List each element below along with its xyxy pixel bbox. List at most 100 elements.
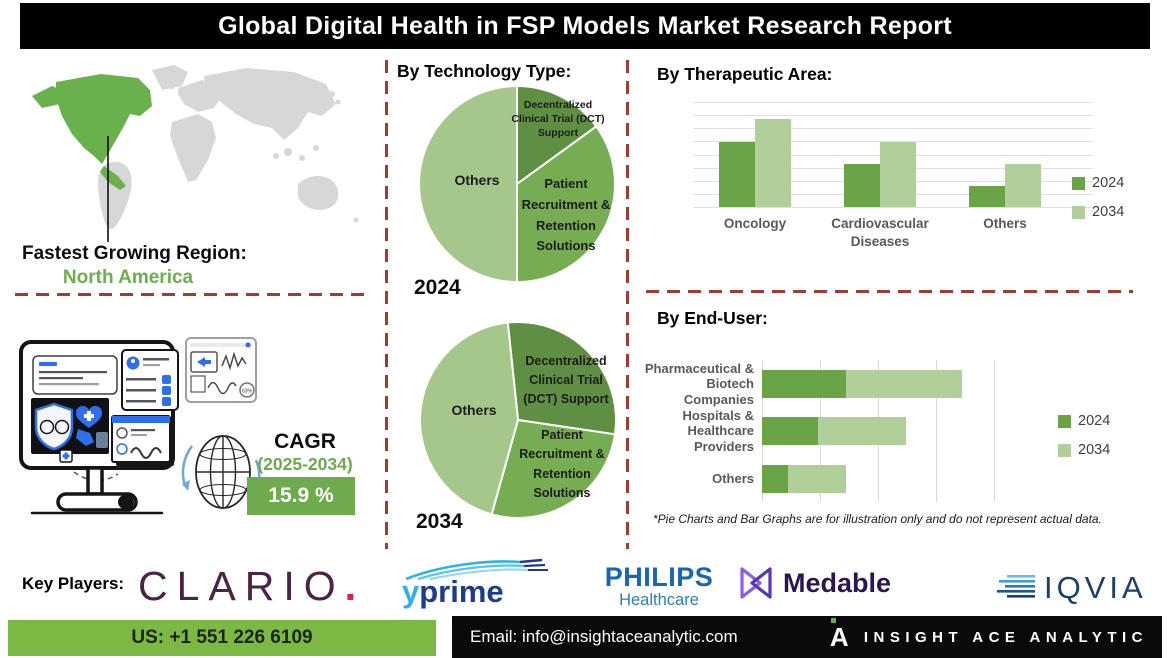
medable-wordmark: Medable xyxy=(783,567,892,598)
bar-segment-2024 xyxy=(762,417,818,445)
pie-2024-slice-label-patient: Patient Recruitment & Retention Solution… xyxy=(521,176,611,254)
bar-segment-2034 xyxy=(788,465,846,493)
medable-logo: Medable xyxy=(738,566,891,600)
section-heading-end-user: By End-User: xyxy=(657,308,768,328)
pie-slice xyxy=(506,321,617,436)
gridline xyxy=(693,207,1093,208)
gridline xyxy=(693,115,1093,117)
legend-item: 2024 xyxy=(1058,413,1110,429)
insight-ace-analytic-logo: A INSIGHT ACE ANALYTIC xyxy=(830,616,1148,658)
email-address: Email: info@insightaceanalytic.com xyxy=(470,627,738,646)
medable-mark-icon xyxy=(740,567,772,599)
pie-2034-slice-label-dct: Decentralized Clinical Trial (DCT) Suppo… xyxy=(523,354,609,406)
fastest-growing-region-label: Fastest Growing Region: xyxy=(22,243,247,264)
pie-slice xyxy=(516,124,616,284)
bar-segment-2024 xyxy=(762,465,788,493)
divider-vertical-1 xyxy=(385,60,388,549)
clario-dot: . xyxy=(344,563,357,609)
philips-logo: PHILIPS Healthcare xyxy=(585,564,733,610)
legend-label: 2024 xyxy=(1078,413,1111,429)
bar-2034 xyxy=(880,142,916,207)
pie-slice xyxy=(490,418,617,519)
clario-logo: CLARIO. xyxy=(138,563,356,610)
yprime-logo: yprime xyxy=(400,558,550,610)
key-players-label: Key Players: xyxy=(22,574,125,593)
fastest-growing-region-value: North America xyxy=(62,267,194,288)
green-dot-icon xyxy=(830,618,836,623)
therapeutic-category-labels: Oncology Cardiovascular Diseases Others xyxy=(693,215,1093,255)
iqvia-lines-icon xyxy=(997,575,1035,598)
therapeutic-bar-chart xyxy=(693,102,1093,208)
iqvia-logo: IQVIA xyxy=(995,570,1147,606)
legend-item: 2034 xyxy=(1058,442,1110,458)
divider-right-horizontal xyxy=(646,290,1133,293)
philips-healthcare-label: Healthcare xyxy=(619,591,699,609)
clario-wordmark: CLARIO xyxy=(138,563,345,609)
cagr-value-badge: 15.9 % xyxy=(247,477,355,515)
contact-bar: Email: info@insightaceanalytic.com A INS… xyxy=(452,616,1162,658)
chart-disclaimer: *Pie Charts and Bar Graphs are for illus… xyxy=(653,512,1102,526)
legend-swatch xyxy=(1072,205,1085,219)
bar-2024 xyxy=(844,164,880,207)
end-user-bar-chart xyxy=(762,360,1094,502)
pie-slice xyxy=(418,84,518,284)
map-north-america-highlight xyxy=(32,74,152,190)
yprime-y: y xyxy=(402,574,420,609)
category-label: Cardiovascular Diseases xyxy=(831,216,929,249)
divider-vertical-2 xyxy=(626,60,629,549)
iqvia-wordmark: IQVIA xyxy=(1044,570,1147,605)
legend-item: 2024 xyxy=(1072,175,1124,191)
legend-swatch xyxy=(1058,443,1071,457)
map-greenland xyxy=(152,65,188,90)
bar-2034 xyxy=(755,119,791,207)
category-label: Others xyxy=(983,216,1027,231)
monitor-stand xyxy=(86,466,104,496)
world-map xyxy=(32,65,359,242)
legend-swatch xyxy=(1058,414,1071,428)
section-heading-therapeutic: By Therapeutic Area: xyxy=(657,64,833,84)
insight-ace-wordmark: INSIGHT ACE ANALYTIC xyxy=(863,628,1148,646)
map-africa xyxy=(170,114,216,182)
therapeutic-legend: 2024 2034 xyxy=(1072,175,1124,220)
cagr-period: (2025-2034) xyxy=(257,454,353,474)
map-australia xyxy=(298,176,339,210)
section-heading-technology: By Technology Type: xyxy=(397,61,572,81)
legend-item: 2034 xyxy=(1072,204,1124,220)
gridline xyxy=(936,360,937,502)
gridline xyxy=(693,102,1093,103)
pie-slice xyxy=(516,84,598,186)
legend-label: 2024 xyxy=(1092,175,1125,191)
pie-2034-slice-label-patient: Patient Recruitment & Retention Solution… xyxy=(519,428,605,501)
bar-2024 xyxy=(719,142,755,207)
gridline xyxy=(693,128,1093,130)
bar-segment-2034 xyxy=(818,417,906,445)
end-user-legend: 2024 2034 xyxy=(1058,413,1110,458)
bar-2034 xyxy=(1005,164,1041,207)
insight-ace-a-icon: A xyxy=(830,618,852,652)
digital-health-illustration: 63% xyxy=(19,337,261,515)
pie-2034-slice-label-others: Others xyxy=(451,402,497,418)
technology-pie-2024: Decentralized Clinical Trial (DCT) Suppo… xyxy=(417,84,617,284)
cagr-label: CAGR xyxy=(274,430,336,453)
pie-year-2024: 2024 xyxy=(414,276,461,299)
pie-2024-slice-label-dct: Decentralized Clinical Trial (DCT) Suppo… xyxy=(511,99,605,140)
legend-label: 2034 xyxy=(1078,442,1111,458)
yprime-swoosh-icon xyxy=(405,558,548,580)
philips-wordmark: PHILIPS xyxy=(604,562,714,592)
technology-pie-2034: Decentralized Clinical Trial (DCT) Suppo… xyxy=(418,320,618,520)
legend-label: 2034 xyxy=(1092,204,1125,220)
gridline xyxy=(994,360,995,502)
category-label: Oncology xyxy=(723,216,787,231)
bar-segment-2024 xyxy=(762,370,846,398)
gridline xyxy=(693,141,1093,143)
pie-year-2034: 2034 xyxy=(416,510,463,533)
divider-left-horizontal xyxy=(15,293,368,296)
svg-text:63%: 63% xyxy=(242,389,253,395)
map-asia xyxy=(204,68,336,140)
pie-slice xyxy=(419,321,520,516)
pie-2024-slice-label-others: Others xyxy=(454,172,500,188)
yprime-wordmark: prime xyxy=(419,574,504,609)
end-user-row-labels: Pharmaceutical & Biotech Companies Hospit… xyxy=(636,360,754,502)
phone-number: US: +1 551 226 6109 xyxy=(8,620,436,656)
